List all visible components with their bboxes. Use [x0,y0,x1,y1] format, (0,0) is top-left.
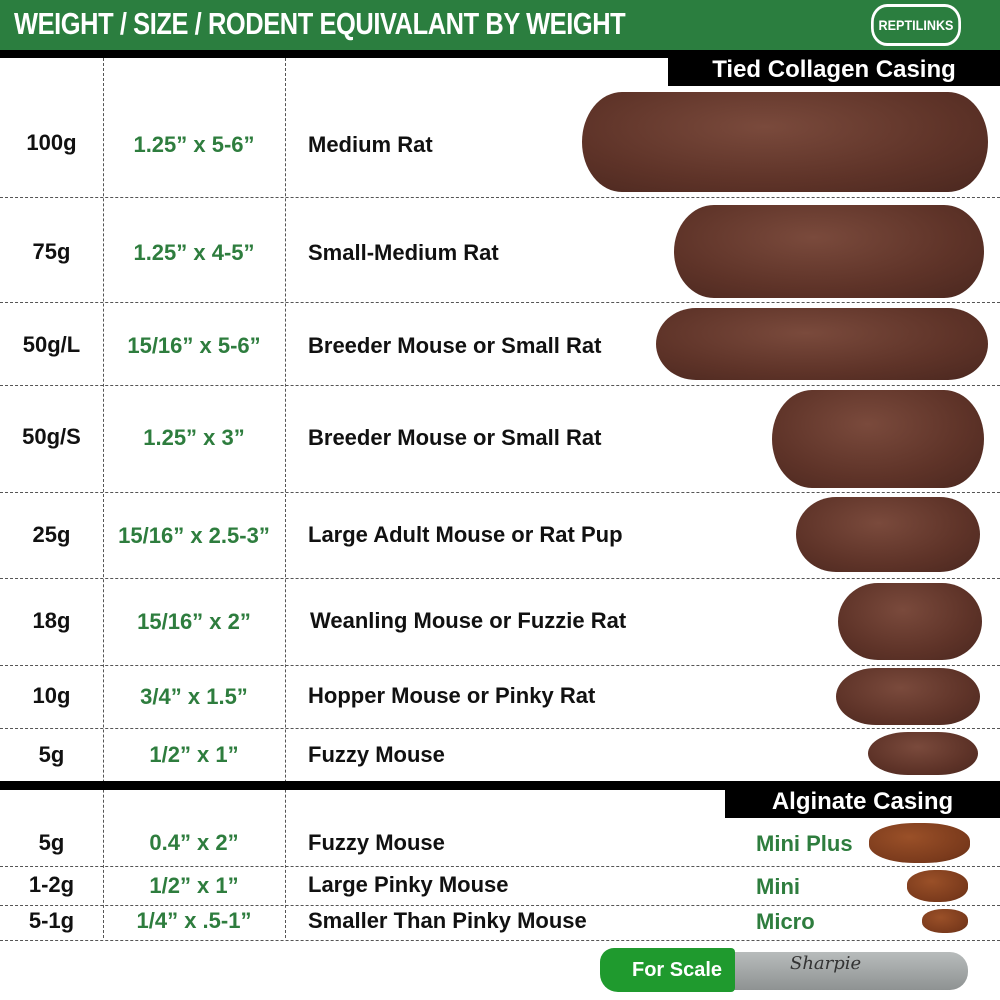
divider [0,50,1000,58]
alginate-sausage-image [869,823,970,863]
weight-cell: 100g [26,130,77,155]
header-banner [0,0,1000,50]
rodent-cell: Fuzzy Mouse [308,742,445,767]
weight-cell: 25g [32,522,71,547]
sausage-image [656,308,988,380]
sausage-image [582,92,988,192]
weight-cell: 5g [38,830,65,855]
weight-cell: 18g [32,608,71,633]
row-divider [0,492,1000,493]
size-cell: 1.25” x 3” [143,425,245,450]
row-divider [0,665,1000,666]
casing-type: Mini [756,874,800,899]
sausage-image [772,390,984,488]
rodent-cell: Weanling Mouse or Fuzzie Rat [310,608,627,633]
row-divider [0,385,1000,386]
weight-cell: 5-1g [28,908,75,933]
size-cell: 1/2” x 1” [149,873,239,898]
row-divider [0,197,1000,198]
sausage-image [868,732,978,775]
rodent-cell: Small-Medium Rat [308,240,499,265]
casing-type: Mini Plus [756,831,853,856]
alginate-sausage-image [922,909,968,933]
row-divider [0,302,1000,303]
reptilinks-logo: REPTILINKS [871,4,961,46]
weight-cell: 50g/S [22,424,81,449]
rodent-cell: Hopper Mouse or Pinky Rat [308,683,596,708]
size-cell: 15/16” x 2.5-3” [118,523,270,548]
row-divider [0,940,1000,941]
section-divider [0,781,1000,790]
column-divider [285,58,286,938]
weight-cell: 75g [32,239,71,264]
sausage-image [674,205,984,298]
row-divider [0,578,1000,579]
sausage-image [838,583,982,660]
size-cell: 1/4” x .5-1” [136,908,252,933]
rodent-cell: Breeder Mouse or Small Rat [308,333,602,358]
alginate-section-label: Alginate Casing [725,788,1000,818]
rodent-cell: Large Adult Mouse or Rat Pup [308,522,623,547]
sausage-image [796,497,980,572]
rodent-cell: Fuzzy Mouse [308,830,445,855]
weight-cell: 10g [32,683,71,708]
rodent-cell: Smaller Than Pinky Mouse [308,908,587,933]
collagen-section-label: Tied Collagen Casing [668,56,1000,86]
sharpie-cap [600,948,735,992]
weight-cell: 50g/L [22,332,81,357]
size-cell: 1.25” x 5-6” [133,132,255,157]
page-title: WEIGHT / SIZE / RODENT EQUIVALANT BY WEI… [14,6,626,41]
size-cell: 1/2” x 1” [149,742,239,767]
sausage-image [836,668,980,725]
for-scale-label: For Scale [632,959,723,981]
rodent-cell: Breeder Mouse or Small Rat [308,425,602,450]
row-divider [0,905,1000,906]
sharpie-marker-image [730,952,968,990]
rodent-cell: Large Pinky Mouse [308,872,509,897]
size-cell: 15/16” x 5-6” [127,333,261,358]
casing-type: Micro [756,909,815,934]
weight-cell: 1-2g [28,872,75,897]
size-cell: 15/16” x 2” [137,609,251,634]
row-divider [0,866,1000,867]
sharpie-brand: Sharpie [790,953,862,974]
size-cell: 1.25” x 4-5” [133,240,255,265]
alginate-sausage-image [907,870,968,902]
column-divider [103,58,104,938]
weight-cell: 5g [38,742,65,767]
rodent-cell: Medium Rat [308,132,433,157]
size-cell: 3/4” x 1.5” [140,684,248,709]
row-divider [0,728,1000,729]
size-cell: 0.4” x 2” [149,830,239,855]
